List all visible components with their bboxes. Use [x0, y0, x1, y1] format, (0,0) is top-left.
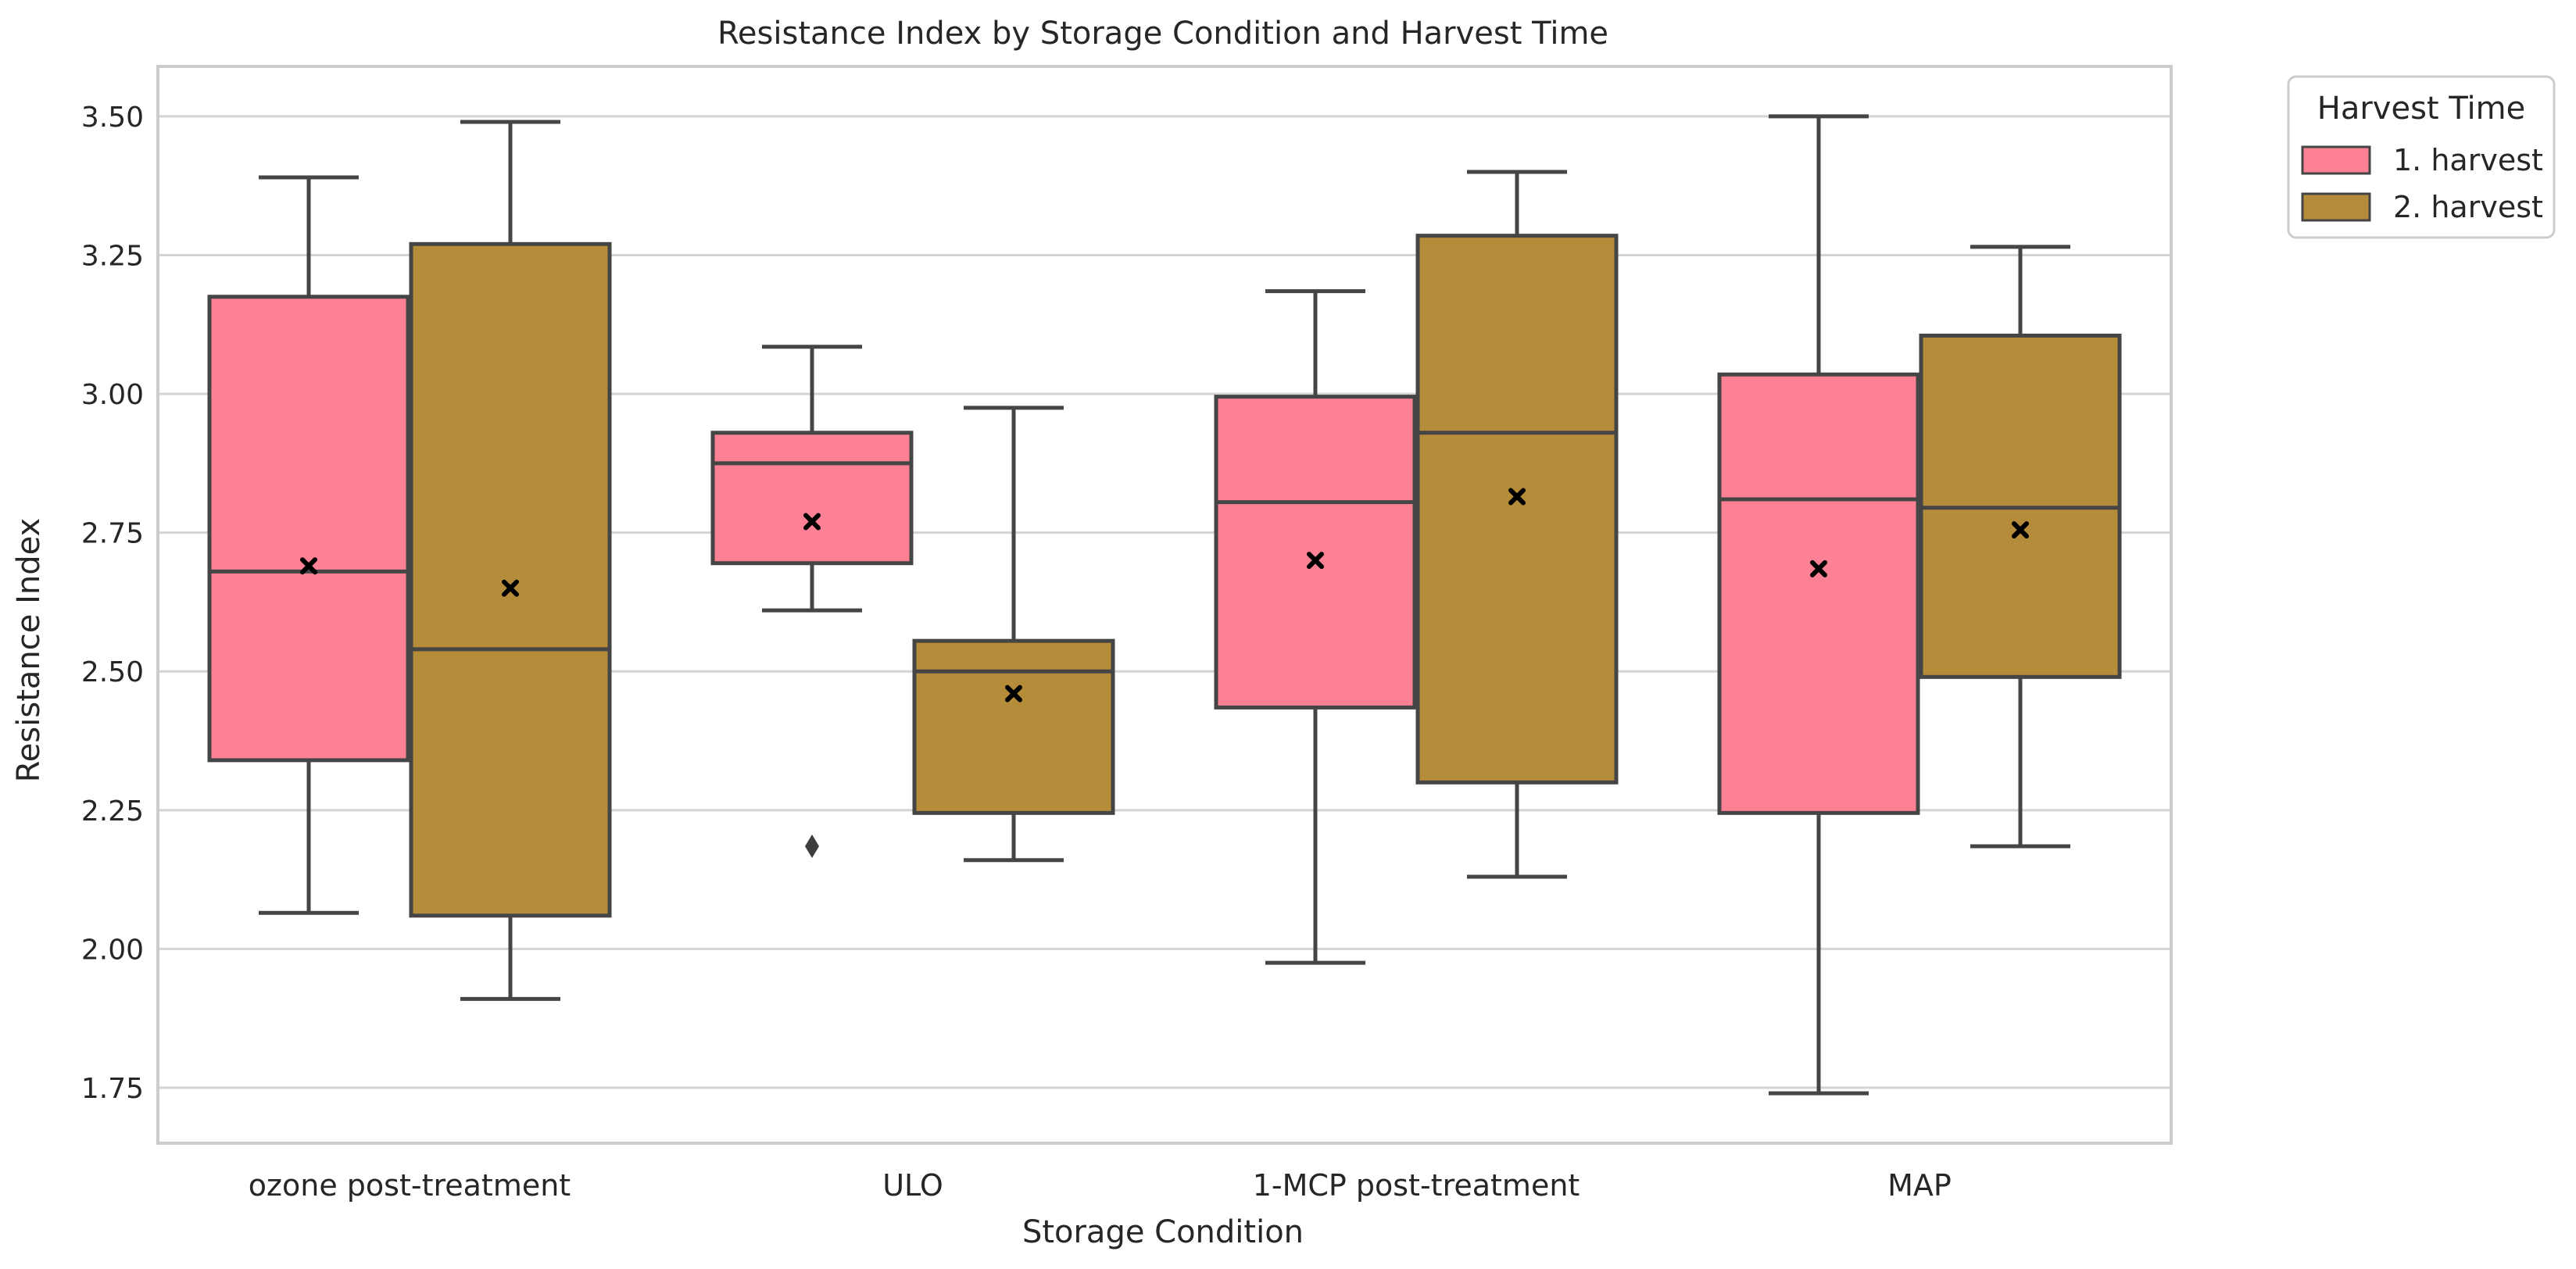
mean-marker: [1005, 685, 1022, 702]
mean-marker: [803, 513, 821, 531]
y-axis-label: Resistance Index: [11, 518, 47, 782]
mean-marker: [1508, 488, 1526, 506]
y-tick-label: 2.75: [81, 518, 144, 550]
x-tick-label: ozone post-treatment: [249, 1168, 571, 1203]
y-tick-label: 3.00: [81, 379, 144, 411]
chart-title: Resistance Index by Storage Condition an…: [717, 16, 1608, 52]
legend-title: Harvest Time: [2317, 91, 2525, 127]
box-1-0: [207, 175, 410, 915]
legend-swatch: [2301, 192, 2371, 222]
mean-marker: [1307, 552, 1324, 570]
y-tick-label: 1.75: [81, 1073, 144, 1105]
y-axis: 1.75 2.00 2.25 2.50 2.75 3.00 3.25 3.50: [81, 102, 144, 1105]
box-2-0: [409, 120, 612, 1001]
legend-entry-label: 1. harvest: [2393, 143, 2543, 177]
x-tick-label: MAP: [1887, 1168, 1952, 1203]
legend: Harvest Time 1. harvest 2. harvest: [2287, 75, 2556, 239]
mean-marker: [1810, 559, 1827, 577]
x-tick-label: 1-MCP post-treatment: [1253, 1168, 1580, 1203]
iqr-box: [1214, 395, 1417, 710]
box-2-1: [912, 406, 1115, 863]
iqr-box: [1717, 372, 1920, 815]
y-tick-label: 2.50: [81, 656, 144, 688]
legend-swatch: [2301, 145, 2371, 175]
box-1-2: [1214, 289, 1417, 965]
iqr-box: [409, 241, 612, 918]
y-tick-label: 2.00: [81, 934, 144, 966]
iqr-box: [1415, 234, 1619, 785]
box-series: [207, 114, 2122, 1096]
mean-marker: [2012, 521, 2029, 539]
x-tick-label: ULO: [882, 1168, 943, 1203]
box-2-2: [1415, 170, 1619, 879]
iqr-box: [912, 638, 1115, 815]
outlier-point: [805, 834, 819, 858]
y-tick-label: 2.25: [81, 795, 144, 828]
iqr-box: [207, 295, 410, 763]
x-axis: ozone post-treatment ULO 1-MCP post-treatm…: [249, 1168, 1952, 1203]
iqr-box: [710, 431, 914, 566]
plot-frame: [156, 65, 2173, 1145]
y-tick-label: 3.50: [81, 102, 144, 134]
x-axis-label: Storage Condition: [1022, 1214, 1304, 1250]
box-1-3: [1717, 114, 1920, 1096]
y-tick-label: 3.25: [81, 241, 144, 273]
box-1-1: [710, 345, 914, 858]
mean-marker: [300, 557, 317, 575]
mean-marker: [502, 579, 519, 597]
box-2-3: [1919, 245, 2122, 849]
legend-entry-label: 2. harvest: [2393, 190, 2543, 224]
